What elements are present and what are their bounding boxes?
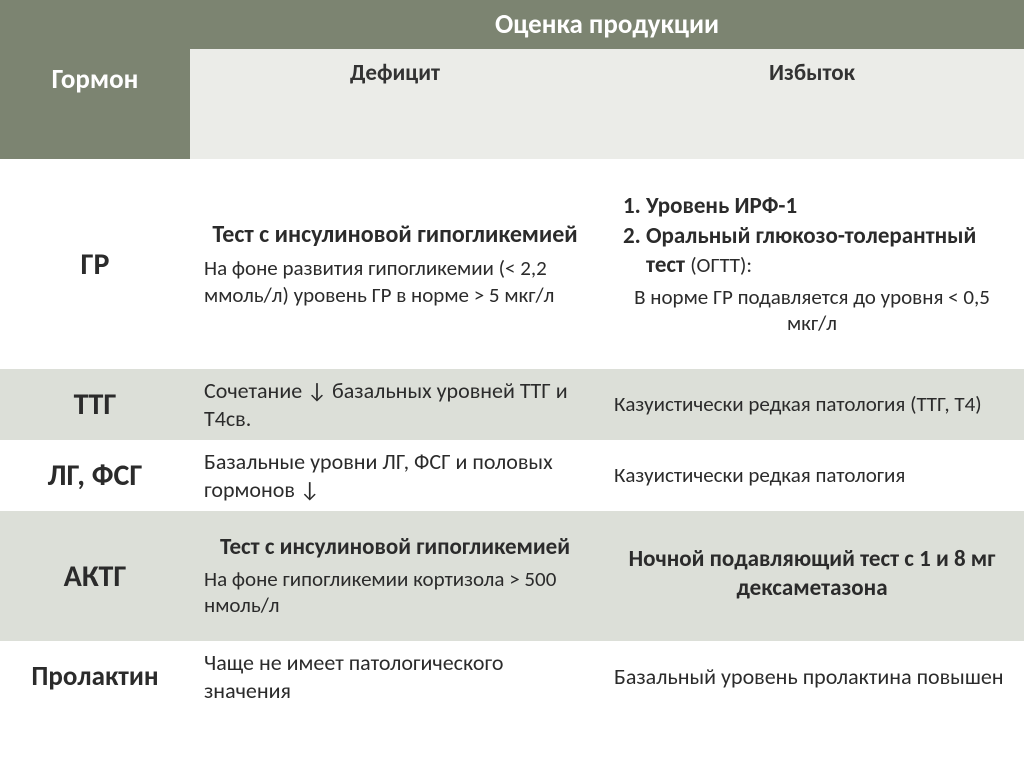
list-suffix: (ОГТТ): (690, 252, 752, 278)
header-assessment: Оценка продукции (190, 0, 1024, 49)
hormone-name: ГР (0, 159, 190, 369)
excess-cell: Казуистически редкая патология (600, 440, 1024, 511)
hormone-name: АКТГ (0, 511, 190, 641)
deficit-body: На фоне развития гипогликемии (< 2,2 ммо… (204, 255, 554, 309)
deficit-title: Тест с инсулиновой гипогликемией (204, 220, 586, 250)
deficit-cell: Базальные уровни ЛГ, ФСГ и половых гормо… (190, 440, 600, 511)
excess-body: В норме ГР подавляется до уровня < 0,5 м… (614, 284, 1010, 337)
excess-title: Ночной подавляющий тест с 1 и 8 мг декса… (614, 545, 1010, 603)
table-row: ГР Тест с инсулиновой гипогликемией На ф… (0, 159, 1024, 369)
excess-list: Уровень ИРФ-1 Оральный глюкозо-толерантн… (636, 192, 1010, 280)
table-row: АКТГ Тест с инсулиновой гипогликемией На… (0, 511, 1024, 641)
hormone-name: Пролактин (0, 641, 190, 712)
header-deficit: Дефицит (190, 49, 600, 159)
table-row: Пролактин Чаще не имеет патологического … (0, 641, 1024, 712)
deficit-body: На фоне гипогликемии кортизола > 500 нмо… (204, 566, 586, 619)
list-item: Уровень ИРФ-1 (646, 192, 1010, 221)
header-row-1: Гормон Оценка продукции (0, 0, 1024, 49)
deficit-cell: Тест с инсулиновой гипогликемией На фоне… (190, 511, 600, 641)
table-row: ЛГ, ФСГ Базальные уровни ЛГ, ФСГ и полов… (0, 440, 1024, 511)
excess-cell: Базальный уровень пролактина повышен (600, 641, 1024, 712)
deficit-cell: Тест с инсулиновой гипогликемией На фоне… (190, 159, 600, 369)
excess-cell: Казуистически редкая патология (ТТГ, Т4) (600, 369, 1024, 440)
header-hormone: Гормон (0, 0, 190, 159)
header-excess: Избыток (600, 49, 1024, 159)
table-row: ТТГ Сочетание ↓ базальных уровней ТТГ и … (0, 369, 1024, 440)
excess-cell: Уровень ИРФ-1 Оральный глюкозо-толерантн… (600, 159, 1024, 369)
hormone-name: ТТГ (0, 369, 190, 440)
excess-cell: Ночной подавляющий тест с 1 и 8 мг декса… (600, 511, 1024, 641)
deficit-cell: Чаще не имеет патологического значения (190, 641, 600, 712)
deficit-cell: Сочетание ↓ базальных уровней ТТГ и Т4св… (190, 369, 600, 440)
hormone-assessment-table: Гормон Оценка продукции Дефицит Избыток … (0, 0, 1024, 712)
hormone-name: ЛГ, ФСГ (0, 440, 190, 511)
deficit-title: Тест с инсулиновой гипогликемией (204, 533, 586, 562)
list-item: Оральный глюкозо-толерантный тест (ОГТТ)… (646, 222, 1010, 280)
